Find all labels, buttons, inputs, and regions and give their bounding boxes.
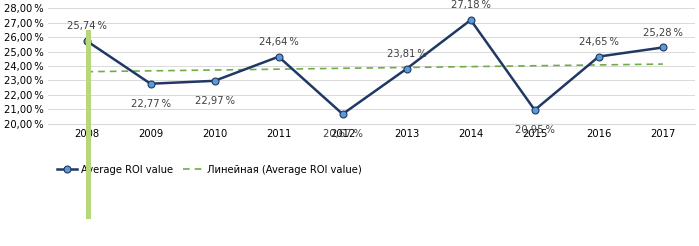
Text: 24,65 %: 24,65 % <box>579 37 619 47</box>
Text: 27,18 %: 27,18 % <box>451 0 491 10</box>
Text: 25,74 %: 25,74 % <box>66 21 106 31</box>
Text: 23,81 %: 23,81 % <box>387 49 426 59</box>
Text: 22,97 %: 22,97 % <box>194 96 235 106</box>
Text: 22,77 %: 22,77 % <box>131 99 171 109</box>
Text: 24,64 %: 24,64 % <box>259 37 298 47</box>
Text: 20,67 %: 20,67 % <box>323 129 363 139</box>
Text: 25,28 %: 25,28 % <box>643 28 683 38</box>
Text: 20,95 %: 20,95 % <box>514 125 555 135</box>
Legend: Average ROI value, Линейная (Average ROI value): Average ROI value, Линейная (Average ROI… <box>53 161 366 179</box>
